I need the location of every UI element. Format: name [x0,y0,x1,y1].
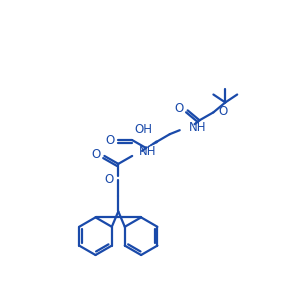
Text: O: O [104,173,113,186]
Text: NH: NH [189,121,206,134]
Text: OH: OH [134,123,152,136]
Text: NH: NH [139,146,157,158]
Text: O: O [174,102,184,115]
Text: O: O [91,148,101,161]
Text: O: O [105,134,114,147]
Text: O: O [218,105,228,118]
